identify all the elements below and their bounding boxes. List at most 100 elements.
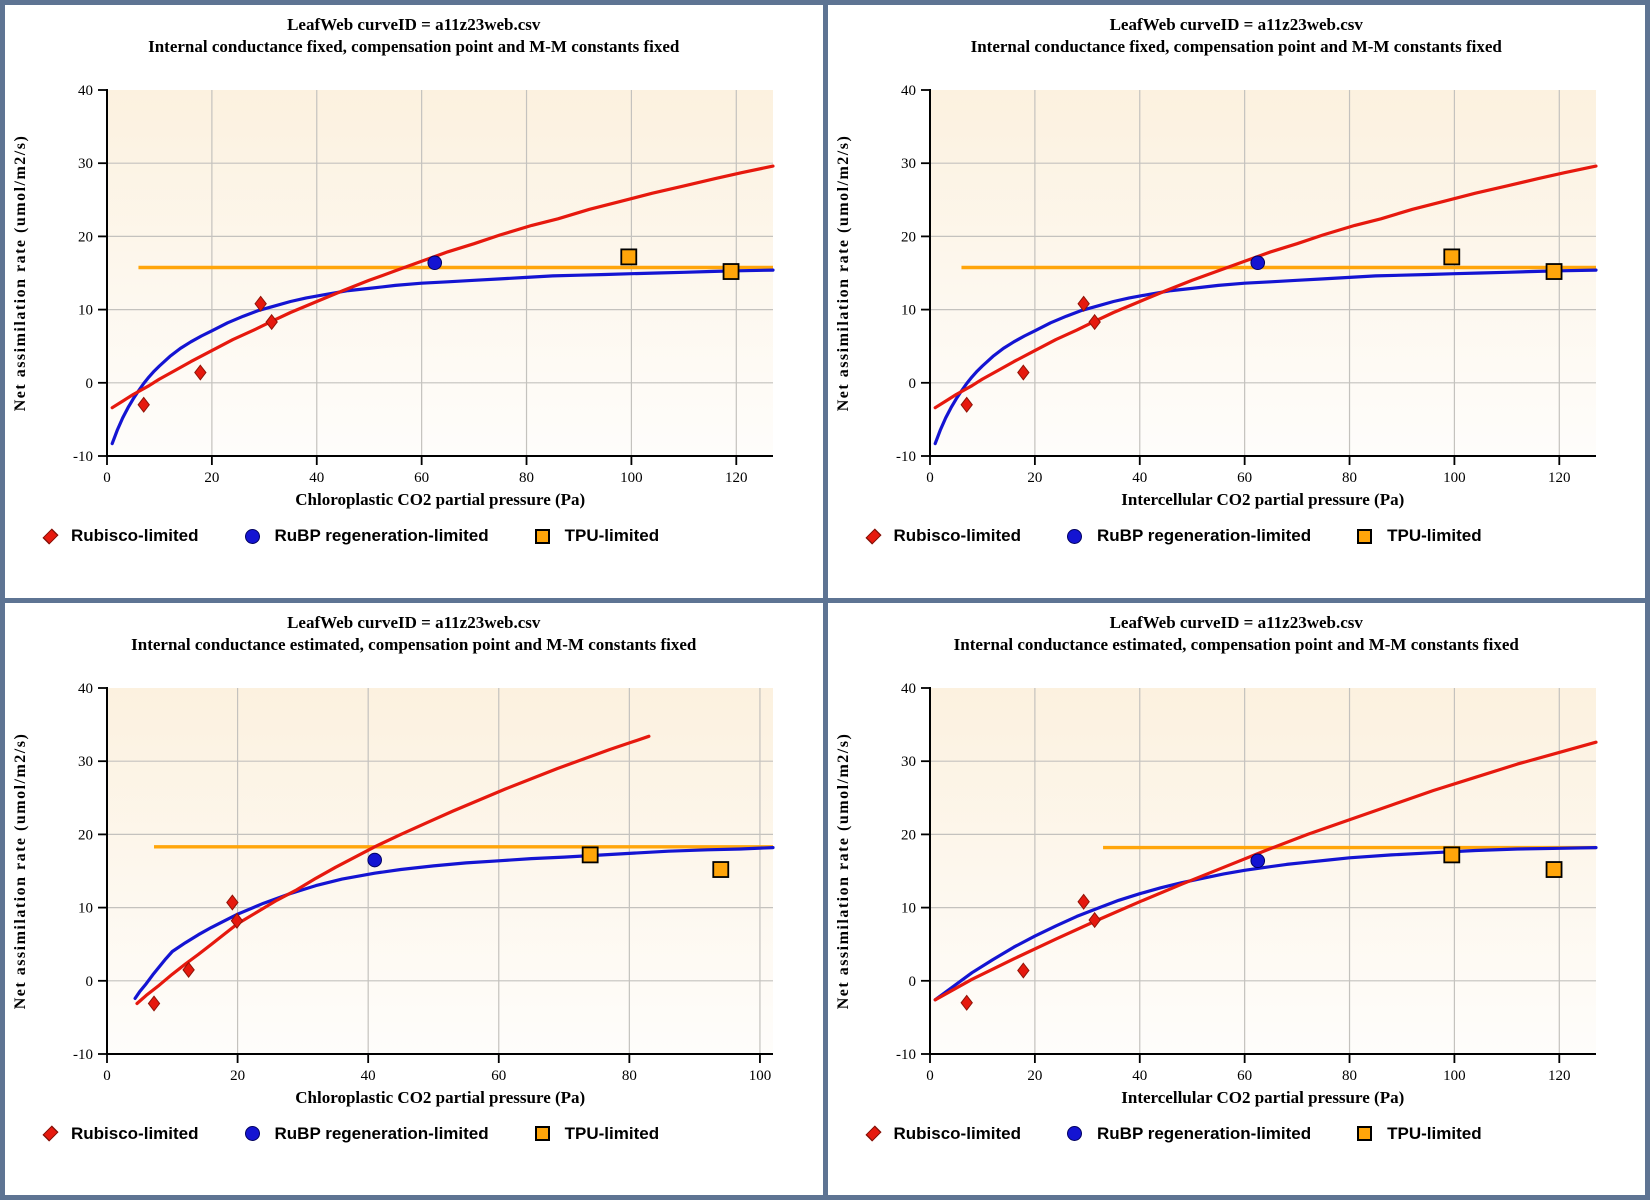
panel-top-left: LeafWeb curveID = a11z23web.csv Internal…	[5, 5, 823, 598]
y-tick-label: 40	[78, 83, 93, 99]
x-tick-label: 100	[620, 470, 643, 486]
rubisco-marker	[265, 313, 278, 331]
y-tick-label: 0	[86, 973, 94, 989]
rubisco-marker	[1076, 295, 1090, 312]
y-tick-label: 40	[901, 83, 916, 99]
y-tick-label: 20	[901, 229, 916, 245]
x-tick-label: 60	[491, 1068, 506, 1084]
panel-bottom-left: LeafWeb curveID = a11z23web.csv Internal…	[5, 602, 823, 1195]
x-tick-label: 20	[1027, 1068, 1042, 1084]
legend-item-rubisco: Rubisco-limited	[865, 1123, 1022, 1144]
rubisco-diamond-icon	[42, 1125, 59, 1142]
rubisco-marker	[226, 893, 239, 911]
y-tick-label: 30	[78, 754, 93, 770]
legend-label: TPU-limited	[564, 526, 660, 545]
x-tick-label: 40	[1132, 470, 1147, 486]
panel-title: LeafWeb curveID = a11z23web.csv	[1109, 612, 1363, 632]
tpu-square-icon	[534, 528, 550, 544]
y-tick-label: 0	[86, 376, 94, 392]
rubp-circle-icon	[244, 528, 260, 544]
rubp-circle-icon	[244, 1126, 260, 1141]
y-tick-label: 10	[78, 900, 93, 916]
legend-item-tpu: TPU-limited	[534, 526, 660, 546]
rubisco-marker	[147, 994, 161, 1012]
legend-label: TPU-limited	[1387, 1123, 1482, 1143]
rubisco-marker	[254, 295, 267, 312]
plot-canvas-bottom-right: -10 0 10 20 30 40 0 20 40 60 80 100 120 Net assimilat…	[835, 681, 1598, 1084]
legend-item-tpu: TPU-limited	[1357, 1123, 1482, 1144]
legend: Rubisco-limited RuBP regeneration-limite…	[828, 1124, 1646, 1144]
x-tick-label: 20	[204, 470, 219, 486]
tpu-marker	[1545, 860, 1562, 878]
rubp-curve	[933, 845, 1598, 1001]
x-tick-label: 0	[103, 470, 111, 486]
y-axis-label: Net assimilation rate (umol/m2/s)	[835, 732, 852, 1009]
tpu-marker	[581, 845, 599, 863]
legend-label: Rubisco-limited	[893, 1123, 1022, 1143]
legend-label: TPU-limited	[1387, 526, 1482, 545]
x-axis-label: Chloroplastic CO2 partial pressure (Pa)	[295, 1087, 586, 1107]
legend-item-rubp: RuBP regeneration-limited	[1067, 1124, 1311, 1144]
legend-item-rubp: RuBP regeneration-limited	[1067, 526, 1311, 546]
x-axis-label: Intercellular CO2 partial pressure (Pa)	[1121, 490, 1405, 509]
legend-label: Rubisco-limited	[71, 1123, 199, 1143]
panel-title: LeafWeb curveID = a11z23web.csv	[287, 612, 541, 632]
tpu-marker	[712, 860, 730, 878]
x-tick-label: 0	[926, 470, 934, 486]
x-tick-label: 60	[1237, 470, 1252, 486]
x-tick-label: 80	[519, 470, 534, 486]
tpu-square-icon	[1357, 1126, 1373, 1141]
tpu-square-icon	[1357, 528, 1373, 544]
rubisco-diamond-icon	[865, 528, 881, 544]
rubp-marker	[427, 255, 443, 271]
legend-label: RuBP regeneration-limited	[274, 526, 489, 545]
legend-label: RuBP regeneration-limited	[1097, 526, 1312, 545]
y-tick-label: 30	[78, 156, 93, 172]
rubisco-marker	[1016, 961, 1030, 979]
rubisco-marker	[194, 364, 207, 381]
x-tick-label: 60	[1237, 1068, 1252, 1084]
rubisco-curve	[933, 164, 1598, 410]
y-tick-label: 20	[78, 229, 93, 245]
tpu-marker	[1545, 263, 1562, 280]
x-tick-label: 120	[725, 470, 748, 486]
rubisco-curve	[933, 740, 1598, 1001]
tpu-square-icon	[534, 1126, 550, 1141]
x-tick-label: 80	[1342, 470, 1357, 486]
rubisco-marker	[959, 994, 973, 1011]
panel-subtitle: Internal conductance estimated, compensa…	[953, 634, 1519, 654]
y-tick-label: -10	[896, 1047, 916, 1063]
legend: Rubisco-limited RuBP regeneration-limite…	[5, 1124, 823, 1144]
rubisco-diamond-icon	[42, 528, 59, 544]
rubp-curve	[133, 845, 775, 1000]
x-tick-label: 100	[1443, 1068, 1466, 1084]
x-tick-label: 120	[1548, 1068, 1571, 1084]
tpu-marker	[722, 263, 740, 280]
x-axis-label: Intercellular CO2 partial pressure (Pa)	[1121, 1087, 1405, 1107]
y-tick-label: 0	[908, 376, 916, 392]
rubisco-curve	[135, 734, 651, 1005]
x-tick-label: 40	[1132, 1068, 1147, 1084]
x-tick-label: 100	[749, 1068, 772, 1084]
panel-top-right: LeafWeb curveID = a11z23web.csv Internal…	[827, 5, 1645, 598]
legend-item-rubisco: Rubisco-limited	[865, 526, 1021, 546]
x-tick-label: 80	[1342, 1068, 1357, 1084]
tpu-marker	[620, 248, 638, 266]
legend: Rubisco-limited RuBP regeneration-limite…	[5, 526, 823, 546]
legend-item-tpu: TPU-limited	[534, 1124, 659, 1144]
rubp-marker	[1249, 852, 1265, 868]
y-tick-label: 40	[901, 681, 916, 697]
rubisco-curve	[110, 164, 775, 410]
x-tick-label: 20	[230, 1068, 245, 1084]
legend-item-rubp: RuBP regeneration-limited	[244, 526, 489, 546]
tpu-marker	[1442, 845, 1460, 863]
rubp-marker	[367, 852, 383, 867]
y-tick-label: 30	[901, 754, 916, 770]
y-axis-label: Net assimilation rate (umol/m2/s)	[835, 135, 852, 412]
panel-subtitle: Internal conductance fixed, compensation…	[970, 37, 1502, 56]
panel-subtitle: Internal conductance fixed, compensation…	[148, 37, 680, 56]
rubisco-marker	[1087, 911, 1101, 928]
legend-label: Rubisco-limited	[71, 526, 199, 545]
plot-canvas-top-left: -10 0 10 20 30 40 0 20 40 60 80 100 120 Net assimilat…	[12, 83, 775, 486]
